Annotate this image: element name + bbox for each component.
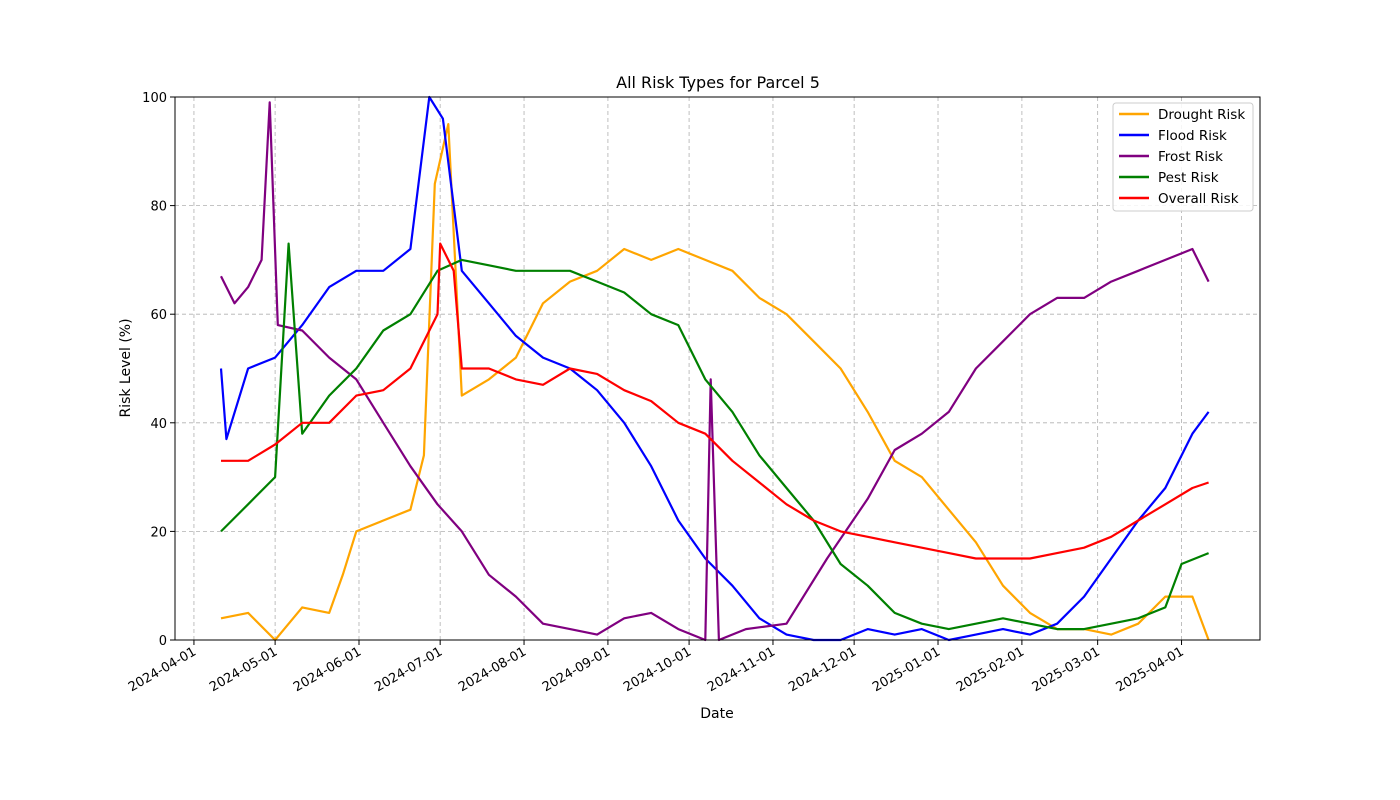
y-tick-label: 60 (150, 308, 167, 323)
series-lines (219, 95, 1210, 642)
plot-frame (174, 96, 1261, 641)
plot-background (175, 97, 1260, 640)
y-tick-label: 20 (150, 525, 167, 540)
legend-label: Frost Risk (1158, 149, 1223, 165)
legend-label: Pest Risk (1158, 170, 1219, 186)
series-line-0 (220, 122, 1210, 642)
legend-box (1112, 102, 1254, 212)
grid-lines (175, 97, 1260, 640)
y-tick-label: 80 (150, 200, 167, 215)
legend-label: Flood Risk (1158, 128, 1227, 144)
legend-label: Overall Risk (1158, 191, 1239, 207)
legend-label: Drought Risk (1158, 107, 1245, 123)
series-line-3 (220, 242, 1210, 631)
plot-area (174, 95, 1261, 642)
legend: Drought Risk Flood Risk Frost Risk Pest Ris… (1112, 102, 1254, 212)
y-tick-label: 40 (150, 417, 167, 432)
x-axis-label: Date (700, 706, 733, 722)
series-line-1 (219, 95, 1210, 642)
series-line-2 (220, 101, 1210, 642)
y-tick-label: 100 (142, 91, 167, 106)
y-tick-label: 0 (159, 634, 167, 649)
y-axis-label: Risk Level (%) (118, 318, 134, 417)
chart-title: All Risk Types for Parcel 5 (616, 73, 820, 92)
series-line-4 (221, 242, 1209, 560)
y-axis: 0 20 40 60 80 100 (142, 91, 175, 649)
